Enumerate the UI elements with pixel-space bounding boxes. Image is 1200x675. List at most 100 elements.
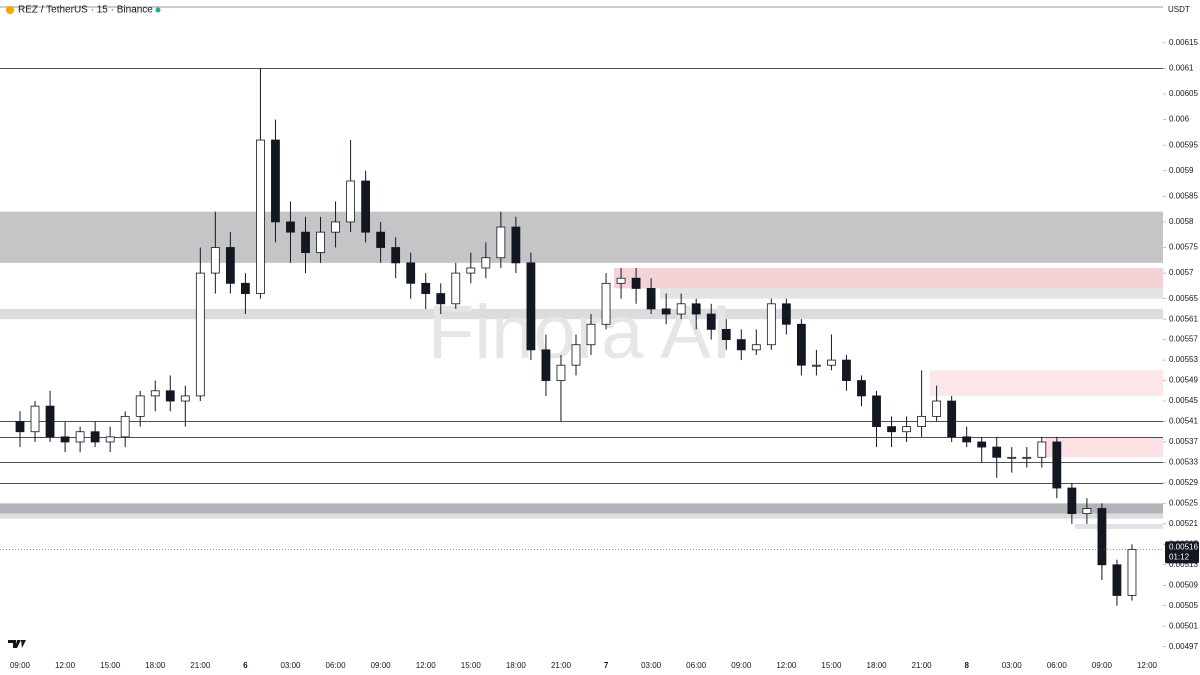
candle-body — [691, 303, 701, 315]
candle-body — [1022, 456, 1032, 459]
candle-body — [526, 262, 536, 351]
x-tick-label: 03:00 — [641, 661, 662, 670]
price-tag — [1165, 541, 1199, 564]
y-tick-label: 0.0061 — [1169, 64, 1194, 73]
y-tick-label: 0.00545 — [1169, 396, 1198, 405]
candle-body — [75, 431, 85, 443]
x-tick-label: 06:00 — [326, 661, 347, 670]
x-tick-label: 21:00 — [190, 661, 211, 670]
candle-body — [1007, 456, 1017, 459]
candle-body — [857, 380, 866, 397]
currency: USDT — [1168, 5, 1190, 14]
candle-body — [90, 431, 100, 443]
candle-body — [781, 303, 791, 325]
candle-body — [406, 262, 416, 284]
y-tick-label: 0.0059 — [1169, 166, 1194, 175]
x-tick-label: 7 — [604, 661, 609, 670]
x-tick-label: 09:00 — [731, 661, 752, 670]
y-tick-label: 0.00595 — [1169, 140, 1198, 149]
candle-body — [15, 421, 25, 433]
countdown: 01:12 — [1169, 553, 1190, 562]
candle-body — [1097, 508, 1107, 566]
candle-body — [736, 339, 746, 351]
candle-body — [887, 426, 896, 433]
y-tick-label: 0.00561 — [1169, 314, 1198, 323]
y-tick-label: 0.006 — [1169, 115, 1190, 124]
candle-body — [271, 139, 280, 223]
candle-body — [30, 405, 40, 433]
candle-body — [511, 226, 521, 264]
candle-body — [601, 282, 611, 325]
candle-body — [210, 247, 220, 274]
x-tick-label: 12:00 — [1137, 661, 1158, 670]
price-tag-label: 0.00516 — [1169, 543, 1198, 552]
candle-body — [180, 395, 190, 402]
status-dot — [155, 7, 161, 13]
candle-body — [1127, 549, 1137, 596]
y-tick-label: 0.00565 — [1169, 294, 1198, 303]
y-tick-label: 0.00575 — [1169, 243, 1198, 252]
candle-body — [376, 231, 386, 248]
symbol-icon — [6, 6, 14, 14]
y-tick-label: 0.00557 — [1169, 335, 1198, 344]
candle-body — [616, 277, 626, 284]
candle-body — [436, 293, 446, 305]
x-tick-label: 15:00 — [821, 661, 842, 670]
candle-body — [421, 282, 431, 294]
candle-body — [286, 221, 295, 233]
candle-body — [391, 247, 401, 264]
x-tick-label: 09:00 — [1092, 661, 1113, 670]
candle-body — [105, 436, 115, 443]
y-tick-label: 0.0057 — [1169, 268, 1194, 277]
candle-body — [466, 267, 476, 274]
x-tick-label: 18:00 — [867, 661, 888, 670]
y-tick-label: 0.00521 — [1169, 519, 1198, 528]
y-tick-label: 0.00537 — [1169, 437, 1198, 446]
y-tick-label: 0.00505 — [1169, 601, 1198, 610]
candle-body — [812, 364, 821, 367]
zone — [0, 503, 1163, 514]
x-tick-label: 12:00 — [55, 661, 76, 670]
zone — [0, 513, 1163, 519]
zone — [660, 288, 1163, 299]
candle-body — [977, 441, 987, 448]
candle-body — [481, 257, 491, 269]
candle-body — [827, 359, 836, 366]
candle-body — [646, 288, 656, 310]
tv-logo — [8, 640, 26, 648]
candle-body — [301, 231, 310, 254]
x-tick-label: 8 — [964, 661, 969, 670]
candle-body — [361, 180, 371, 233]
candle-body — [256, 139, 265, 294]
candle-body — [120, 415, 130, 438]
y-tick-label: 0.00529 — [1169, 478, 1198, 487]
x-tick-label: 21:00 — [551, 661, 572, 670]
candle-body — [721, 328, 731, 341]
candle-body — [60, 436, 70, 443]
x-tick-label: 12:00 — [776, 661, 797, 670]
candle-body — [195, 272, 205, 397]
candle-body — [751, 344, 761, 351]
zone — [614, 267, 1163, 289]
candle-body — [316, 231, 325, 254]
candle-body — [1112, 564, 1122, 596]
y-tick-label: 0.00553 — [1169, 355, 1198, 364]
x-tick-label: 18:00 — [506, 661, 527, 670]
candle-body — [571, 344, 581, 366]
x-tick-label: 12:00 — [416, 661, 437, 670]
candle-body — [1052, 441, 1062, 489]
candle-body — [842, 359, 851, 381]
x-tick-label: 21:00 — [912, 661, 933, 670]
candle-body — [1067, 487, 1077, 515]
x-tick-label: 03:00 — [1002, 661, 1023, 670]
candle-body — [932, 400, 942, 417]
candle-body — [917, 415, 926, 428]
y-tick-label: 0.00615 — [1169, 38, 1198, 47]
candle-body — [947, 400, 957, 438]
candle-body — [631, 277, 641, 289]
x-tick-label: 09:00 — [371, 661, 392, 670]
chart-title: REZ / TetherUS · 15 · Binance — [18, 5, 153, 16]
candle-body — [331, 221, 340, 233]
candle-body — [1082, 508, 1092, 515]
